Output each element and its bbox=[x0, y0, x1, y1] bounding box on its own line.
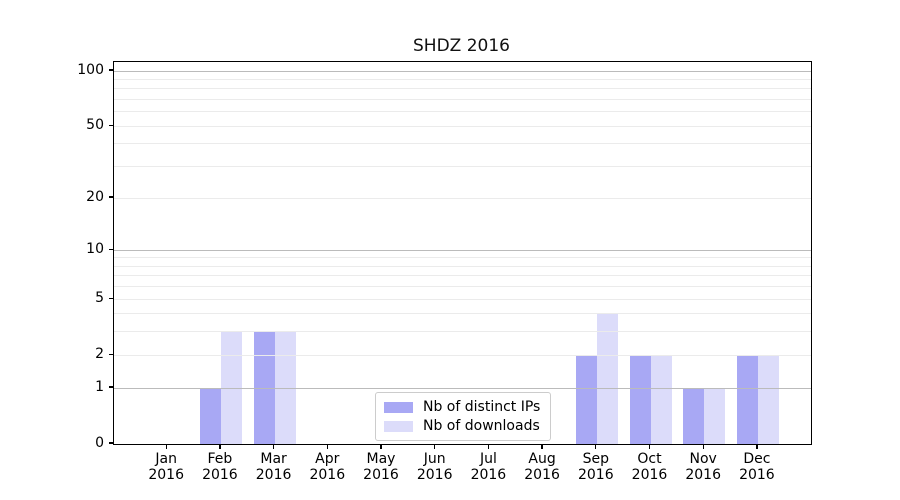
x-tick-label-sep: Sep 2016 bbox=[577, 451, 614, 483]
x-tick-label-apr: Apr 2016 bbox=[309, 451, 346, 483]
gridline-90 bbox=[114, 79, 811, 80]
y-tick-label-1: 1 bbox=[95, 378, 104, 395]
gridline-8 bbox=[114, 265, 811, 267]
plot-area: Nb of distinct IPs Nb of downloads bbox=[113, 61, 812, 445]
y-tick-label-10: 10 bbox=[86, 241, 104, 258]
x-tick-mark-mar bbox=[272, 444, 275, 449]
y-tick-label-20: 20 bbox=[86, 188, 104, 205]
x-tick-label-jan: Jan 2016 bbox=[148, 451, 184, 483]
x-tick-label-jul: Jul 2016 bbox=[470, 451, 507, 483]
gridline-10 bbox=[114, 249, 811, 251]
legend-item-downloads: Nb of downloads bbox=[384, 418, 540, 434]
legend: Nb of distinct IPs Nb of downloads bbox=[375, 392, 552, 441]
x-tick-mark-nov bbox=[702, 444, 704, 449]
bar-dec-distinct-ips bbox=[736, 355, 758, 444]
bar-feb-distinct-ips bbox=[199, 388, 221, 444]
gridline-2 bbox=[114, 354, 811, 356]
bar-oct-distinct-ips bbox=[629, 355, 651, 444]
y-tick-label-5: 5 bbox=[95, 290, 104, 307]
x-tick-label-jun: Jun 2016 bbox=[416, 451, 453, 483]
bar-nov-distinct-ips bbox=[683, 388, 705, 444]
legend-label-distinct-ips: Nb of distinct IPs bbox=[423, 399, 541, 415]
chart-title: SHDZ 2016 bbox=[413, 36, 510, 56]
x-tick-label-mar: Mar 2016 bbox=[255, 451, 292, 483]
y-tick-mark-2 bbox=[109, 353, 113, 355]
gridline-80 bbox=[114, 88, 811, 90]
x-tick-mark-apr bbox=[326, 444, 328, 449]
bar-sep-distinct-ips bbox=[575, 355, 597, 444]
x-tick-label-may: May 2016 bbox=[363, 451, 399, 483]
bar-nov-downloads bbox=[704, 388, 726, 444]
legend-swatch-downloads bbox=[384, 420, 413, 432]
gridline-6 bbox=[114, 286, 811, 288]
y-tick-label-0: 0 bbox=[95, 435, 104, 451]
y-tick-mark-10 bbox=[109, 248, 113, 250]
x-tick-mark-aug bbox=[541, 444, 543, 449]
gridline-4 bbox=[114, 313, 811, 315]
x-tick-mark-jun bbox=[434, 444, 436, 449]
x-tick-label-oct: Oct 2016 bbox=[631, 451, 668, 483]
y-tick-mark-5 bbox=[109, 297, 113, 299]
legend-label-downloads: Nb of downloads bbox=[423, 418, 540, 434]
bar-dec-downloads bbox=[757, 355, 779, 444]
y-tick-mark-0 bbox=[109, 442, 113, 444]
gridline-9 bbox=[114, 257, 811, 259]
x-tick-label-nov: Nov 2016 bbox=[685, 451, 721, 483]
bar-oct-downloads bbox=[650, 355, 672, 444]
gridline-40 bbox=[114, 143, 811, 145]
x-tick-label-dec: Dec 2016 bbox=[739, 451, 775, 483]
gridline-30 bbox=[114, 166, 811, 168]
gridline-100 bbox=[114, 70, 811, 72]
y-tick-mark-50 bbox=[109, 124, 113, 126]
legend-swatch-distinct-ips bbox=[384, 401, 413, 413]
x-tick-label-feb: Feb 2016 bbox=[202, 451, 238, 483]
x-tick-mark-oct bbox=[648, 444, 651, 449]
x-tick-mark-sep bbox=[595, 444, 597, 449]
gridline-1 bbox=[114, 387, 811, 389]
x-tick-label-aug: Aug 2016 bbox=[524, 451, 560, 483]
gridline-50 bbox=[114, 125, 811, 127]
y-tick-mark-1 bbox=[109, 386, 113, 388]
gridline-7 bbox=[114, 275, 811, 277]
y-tick-label-2: 2 bbox=[95, 346, 104, 363]
y-tick-mark-20 bbox=[109, 196, 113, 198]
gridline-20 bbox=[114, 197, 811, 199]
x-tick-mark-dec bbox=[756, 444, 758, 449]
x-tick-mark-jan bbox=[165, 444, 167, 449]
x-tick-mark-jul bbox=[487, 444, 490, 449]
gridline-60 bbox=[114, 111, 811, 113]
gridline-70 bbox=[114, 99, 811, 101]
legend-item-distinct-ips: Nb of distinct IPs bbox=[384, 399, 540, 415]
x-tick-mark-may bbox=[380, 444, 382, 449]
y-tick-mark-100 bbox=[109, 69, 113, 71]
y-tick-label-100: 100 bbox=[77, 62, 104, 79]
x-tick-mark-feb bbox=[219, 444, 221, 449]
gridline-3 bbox=[114, 331, 811, 333]
bar-sep-downloads bbox=[596, 313, 618, 444]
y-tick-label-50: 50 bbox=[86, 117, 104, 134]
gridline-5 bbox=[114, 298, 811, 300]
